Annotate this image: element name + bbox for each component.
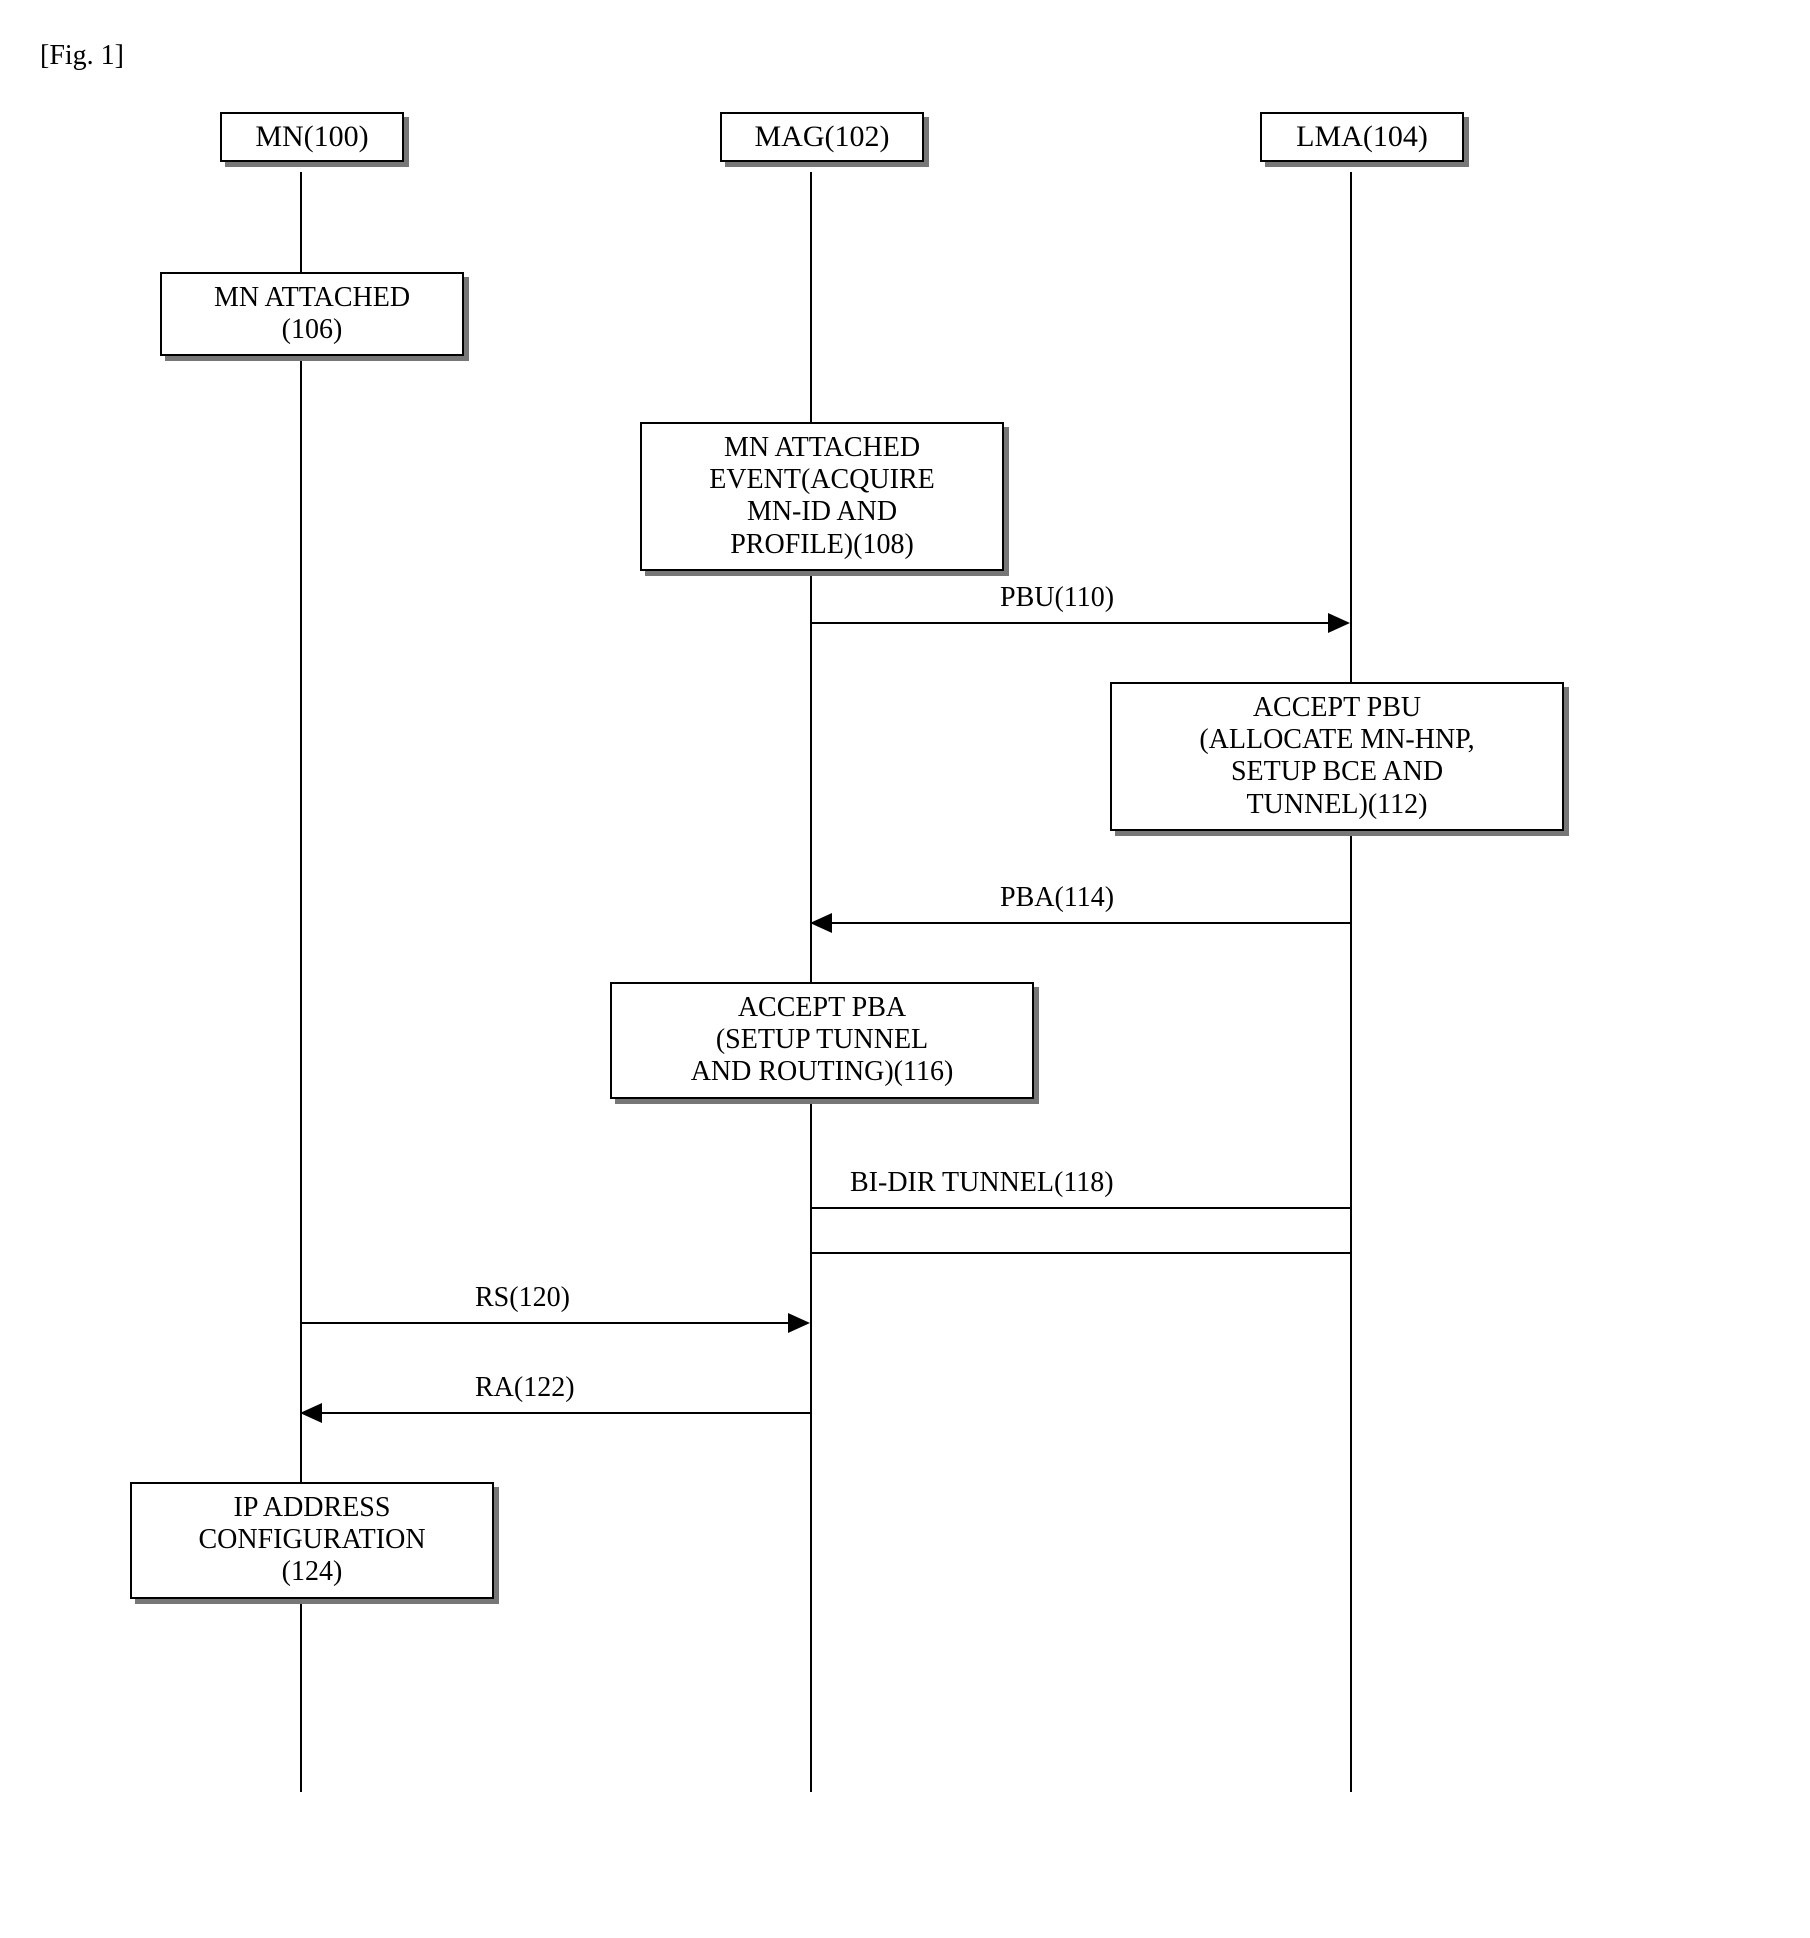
sequence-diagram: MN(100) MAG(102) LMA(104) MN ATTACHED(10… (120, 112, 1620, 1812)
arrow-pba-head (810, 913, 832, 933)
arrow-ra-line (318, 1412, 810, 1414)
box-ip-config: IP ADDRESSCONFIGURATION(124) (130, 1482, 494, 1599)
box-mn-attached-event: MN ATTACHEDEVENT(ACQUIREMN-ID ANDPROFILE… (640, 422, 1004, 571)
arrow-pbu-head (1328, 613, 1350, 633)
tunnel-label: BI-DIR TUNNEL(118) (850, 1167, 1114, 1199)
figure-label: [Fig. 1] (40, 40, 1770, 72)
arrow-pba-label: PBA(114) (1000, 882, 1114, 914)
box-accept-pba: ACCEPT PBA(SETUP TUNNELAND ROUTING)(116) (610, 982, 1034, 1099)
arrow-pbu-label: PBU(110) (1000, 582, 1114, 614)
box-accept-pbu: ACCEPT PBU(ALLOCATE MN-HNP,SETUP BCE AND… (1110, 682, 1564, 831)
arrow-rs-label: RS(120) (475, 1282, 570, 1314)
tunnel-line-top (810, 1207, 1350, 1209)
box-mn-attached: MN ATTACHED(106) (160, 272, 464, 356)
tunnel-line-bot (810, 1252, 1350, 1254)
actor-mag-header: MAG(102) (720, 112, 924, 162)
arrow-pba-line (828, 922, 1350, 924)
arrow-ra-label: RA(122) (475, 1372, 575, 1404)
arrow-pbu-line (810, 622, 1332, 624)
actor-lma-header: LMA(104) (1260, 112, 1464, 162)
actor-mn-header: MN(100) (220, 112, 404, 162)
arrow-ra-head (300, 1403, 322, 1423)
arrow-rs-head (788, 1313, 810, 1333)
arrow-rs-line (300, 1322, 792, 1324)
lifeline-lma (1350, 172, 1352, 1792)
